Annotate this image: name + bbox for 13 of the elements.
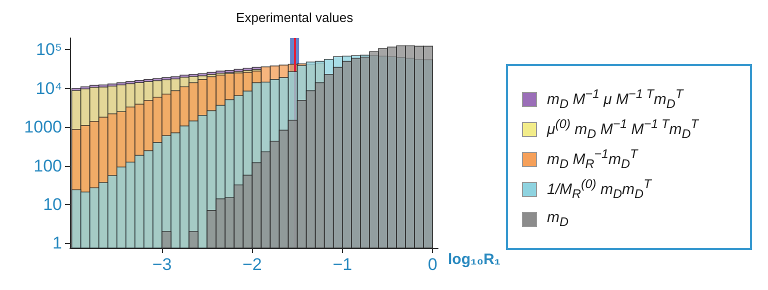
x-axis-title: log₁₀R₁ <box>448 251 500 268</box>
band-label: Experimental values <box>236 10 354 25</box>
x-tick-label: −3 <box>152 255 172 274</box>
x-tick-label: −2 <box>242 255 262 274</box>
y-tick-label: 10⁴ <box>36 78 62 98</box>
y-tick-label: 100 <box>34 156 62 176</box>
y-tick-label: 1 <box>52 234 62 253</box>
x-tick-label: 0 <box>428 255 438 274</box>
legend-label: m$_{D}$ <box>547 209 569 229</box>
y-tick-label: 1000 <box>24 118 62 137</box>
y-tick-label: 10 <box>43 194 62 214</box>
x-tick-label: −1 <box>332 255 352 274</box>
y-tick-label: 10⁵ <box>36 40 62 60</box>
